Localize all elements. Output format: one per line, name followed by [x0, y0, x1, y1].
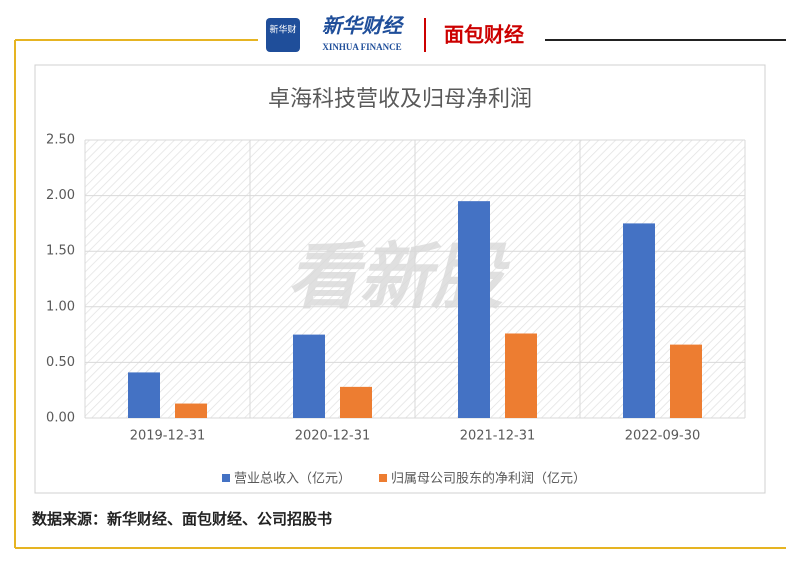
bar — [458, 201, 490, 418]
bar — [505, 333, 537, 418]
logo-icon-text: 新华财 — [269, 24, 296, 36]
bar — [175, 403, 207, 418]
x-tick-label: 2021-12-31 — [460, 429, 536, 444]
y-tick-label: 0.50 — [46, 355, 75, 370]
x-tick-label: 2020-12-31 — [295, 429, 371, 444]
y-tick-label: 0.00 — [46, 411, 75, 426]
logo-en: XINHUA FINANCE — [322, 42, 401, 52]
y-tick-label: 2.50 — [46, 133, 75, 148]
logo-icon — [266, 18, 300, 52]
logo-cn: 新华财经 — [322, 15, 405, 38]
bar — [340, 386, 372, 418]
bar — [128, 372, 160, 418]
legend-label: 营业总收入（亿元） — [234, 472, 351, 487]
y-tick-label: 2.00 — [46, 188, 75, 203]
legend-label: 归属母公司股东的净利润（亿元） — [391, 471, 586, 487]
source-note: 数据来源：新华财经、面包财经、公司招股书 — [32, 510, 332, 528]
logo-partner: 面包财经 — [444, 23, 524, 47]
legend-swatch — [379, 474, 388, 482]
bar — [293, 334, 325, 418]
bar — [623, 223, 655, 418]
y-tick-label: 1.50 — [46, 244, 75, 259]
y-tick-label: 1.00 — [46, 299, 75, 314]
legend-swatch — [222, 474, 230, 482]
chart-title: 卓海科技营收及归母净利润 — [268, 87, 532, 112]
x-tick-label: 2022-09-30 — [625, 429, 701, 444]
x-tick-label: 2019-12-31 — [130, 429, 206, 444]
bar — [670, 344, 702, 418]
